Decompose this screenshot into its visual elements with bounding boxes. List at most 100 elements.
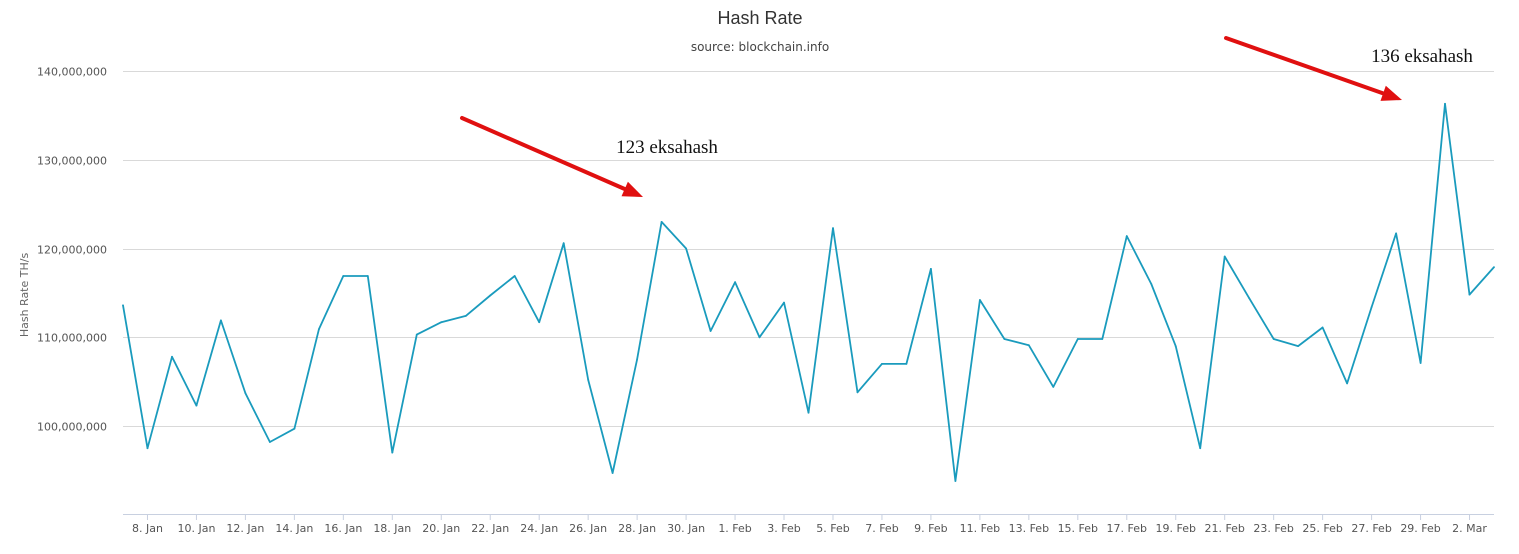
data-point xyxy=(1199,447,1202,450)
x-tick-label: 27. Feb xyxy=(1351,522,1391,535)
data-point xyxy=(1297,345,1299,347)
data-point xyxy=(195,404,198,407)
data-point xyxy=(1076,338,1079,340)
x-tick-label: 20. Jan xyxy=(422,522,460,535)
data-point xyxy=(220,319,222,322)
data-point xyxy=(587,379,590,381)
x-tick-label: 11. Feb xyxy=(960,522,1000,535)
annotation-arrow-head xyxy=(1380,85,1402,101)
x-tick-label: 19. Feb xyxy=(1155,522,1195,535)
annotation-arrow-head xyxy=(621,181,643,197)
x-tick-label: 10. Jan xyxy=(177,522,215,535)
data-point xyxy=(244,392,247,395)
data-point xyxy=(1444,102,1446,105)
data-point xyxy=(783,301,785,304)
data-point xyxy=(636,358,638,361)
data-point xyxy=(366,275,369,277)
y-tick-label: 100,000,000 xyxy=(37,421,107,434)
data-point xyxy=(171,355,173,358)
data-point xyxy=(293,427,296,430)
data-point xyxy=(954,480,957,482)
y-axis-ticks: 100,000,000 110,000,000 120,000,000 130,000… xyxy=(37,66,107,434)
data-point xyxy=(881,363,883,365)
data-point xyxy=(832,227,834,230)
data-point xyxy=(415,333,418,336)
x-tick-label: 30. Jan xyxy=(667,522,705,535)
data-point xyxy=(440,321,443,324)
chart-subtitle: source: blockchain.info xyxy=(691,40,829,54)
data-point xyxy=(391,451,394,454)
data-point xyxy=(538,321,541,324)
data-point xyxy=(1174,345,1177,347)
x-tick-label: 15. Feb xyxy=(1058,522,1098,535)
y-tick-label: 110,000,000 xyxy=(37,332,107,345)
data-point xyxy=(709,330,712,332)
data-point xyxy=(146,447,149,450)
x-tick-label: 17. Feb xyxy=(1107,522,1147,535)
data-point xyxy=(318,328,320,331)
x-tick-label: 22. Jan xyxy=(471,522,509,535)
data-point xyxy=(1468,293,1471,296)
x-tick-label: 7. Feb xyxy=(865,522,898,535)
chart-title: Hash Rate xyxy=(717,8,802,28)
x-tick-label: 12. Jan xyxy=(226,522,264,535)
data-point xyxy=(1370,306,1373,308)
y-axis-label: Hash Rate TH/s xyxy=(18,253,31,338)
data-point xyxy=(269,441,271,443)
data-point xyxy=(1101,338,1104,340)
x-tick-label: 26. Jan xyxy=(569,522,607,535)
data-point xyxy=(1027,344,1030,347)
x-tick-label: 23. Feb xyxy=(1253,522,1293,535)
data-point xyxy=(122,304,124,307)
x-tick-label: 9. Feb xyxy=(914,522,947,535)
x-tick-label: 25. Feb xyxy=(1302,522,1342,535)
y-tick-label: 120,000,000 xyxy=(37,244,107,257)
data-point xyxy=(1419,362,1422,364)
annotation-arrow-shaft xyxy=(1224,36,1386,96)
data-point xyxy=(1395,232,1397,235)
data-point xyxy=(1272,338,1275,340)
annotations: 123 eksahash 136 eksahash xyxy=(460,36,1473,197)
data-point xyxy=(1150,283,1153,285)
gridlines xyxy=(123,71,1494,427)
data-point xyxy=(1125,235,1128,238)
data-point xyxy=(1248,297,1251,300)
series-layer xyxy=(122,102,1495,482)
data-point xyxy=(734,281,736,284)
x-tick-label: 2. Mar xyxy=(1452,522,1487,535)
data-point xyxy=(979,299,981,301)
data-point xyxy=(464,315,467,317)
annotation-label: 123 eksahash xyxy=(616,137,718,158)
x-tick-label: 14. Jan xyxy=(275,522,313,535)
x-tick-label: 3. Feb xyxy=(767,522,800,535)
data-point xyxy=(489,294,492,297)
annotation-label: 136 eksahash xyxy=(1371,46,1473,67)
x-tick-label: 16. Jan xyxy=(324,522,362,535)
data-point xyxy=(1346,382,1348,385)
annotation-arrow-shaft xyxy=(460,116,627,191)
data-point xyxy=(807,411,810,414)
data-point xyxy=(905,363,908,365)
data-point xyxy=(562,242,565,245)
data-point xyxy=(1223,255,1226,258)
data-point xyxy=(1321,326,1324,329)
data-point xyxy=(685,247,687,250)
data-point xyxy=(758,336,761,339)
x-tick-label: 5. Feb xyxy=(816,522,849,535)
x-axis: 8. Jan 10. Jan 12. Jan 14. Jan 16. Jan 18. Ja… xyxy=(123,514,1494,535)
y-tick-label: 140,000,000 xyxy=(37,66,107,79)
x-tick-label: 8. Jan xyxy=(132,522,163,535)
data-point xyxy=(1493,266,1495,268)
x-tick-label: 24. Jan xyxy=(520,522,558,535)
x-tick-label: 18. Jan xyxy=(373,522,411,535)
y-tick-label: 130,000,000 xyxy=(37,155,107,168)
data-point xyxy=(1003,338,1006,340)
data-point xyxy=(660,221,663,223)
data-point xyxy=(513,275,516,277)
data-point xyxy=(930,268,932,270)
x-tick-label: 21. Feb xyxy=(1204,522,1244,535)
x-tick-label: 28. Jan xyxy=(618,522,656,535)
data-point xyxy=(1052,386,1055,388)
data-point xyxy=(611,472,614,474)
